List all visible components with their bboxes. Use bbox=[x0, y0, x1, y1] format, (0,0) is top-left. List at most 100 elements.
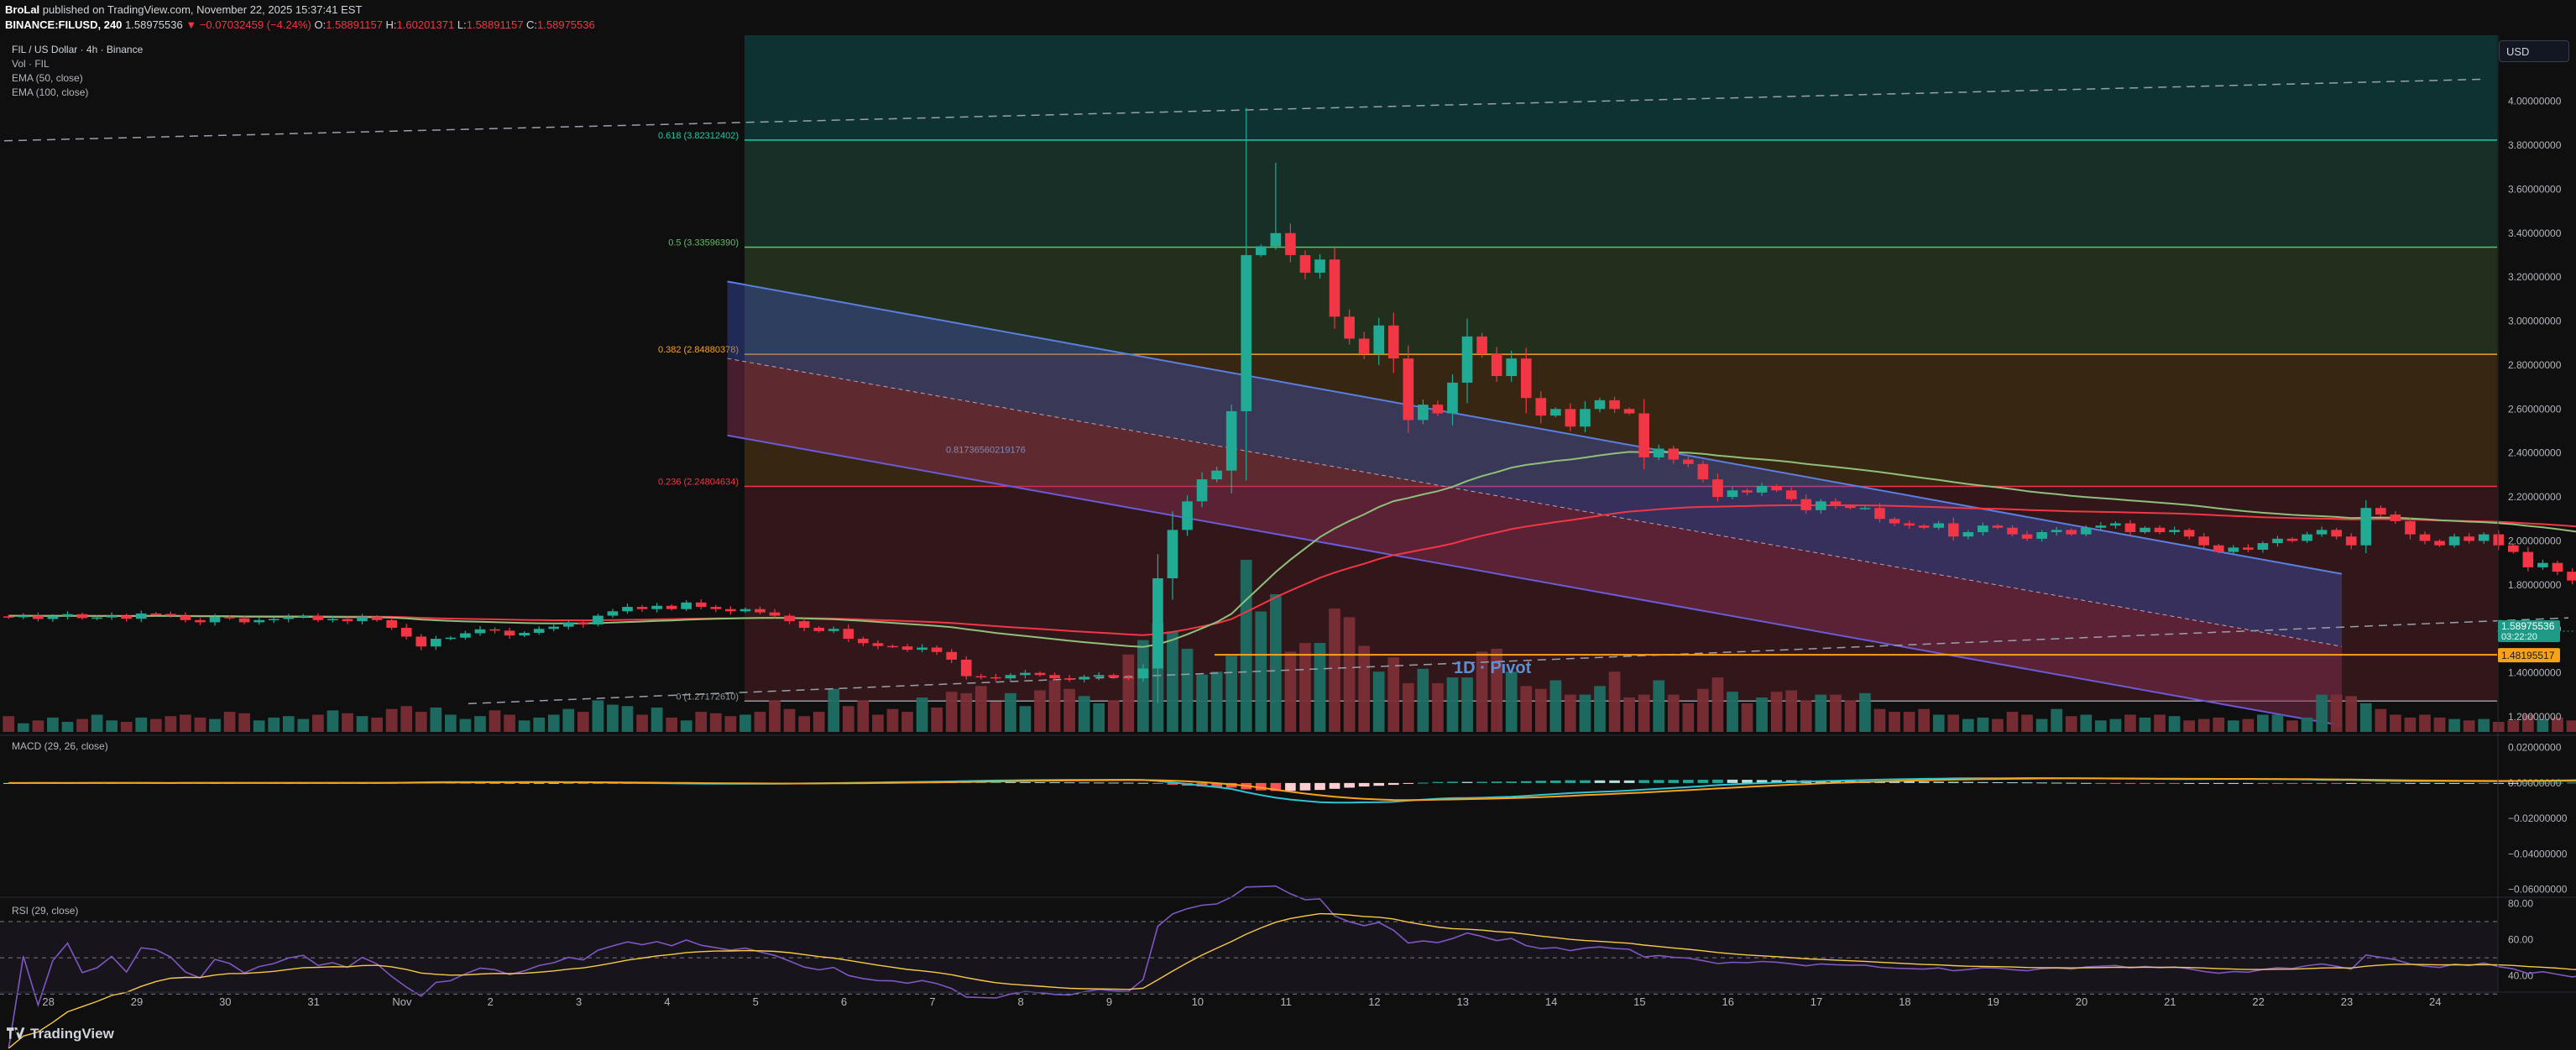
macd-histogram-bar bbox=[2493, 782, 2505, 784]
macd-histogram-bar bbox=[2066, 782, 2077, 784]
macd-histogram-bar bbox=[489, 782, 500, 784]
candle-body bbox=[1063, 678, 1075, 680]
candle-body bbox=[1756, 485, 1768, 493]
macd-histogram-bar bbox=[2140, 782, 2150, 784]
publisher-name[interactable]: BroLal bbox=[5, 3, 40, 16]
price-axis-tick: 1.80000000 bbox=[2508, 579, 2562, 591]
candle-body bbox=[2390, 515, 2401, 521]
volume-bar bbox=[1534, 688, 1547, 732]
volume-bar bbox=[1667, 694, 1680, 732]
candle-body bbox=[1742, 490, 1753, 493]
candle-body bbox=[1137, 668, 1149, 679]
candle-body bbox=[2375, 508, 2386, 515]
candle-body bbox=[1005, 675, 1016, 679]
volume-bar bbox=[547, 714, 560, 732]
volume-bar bbox=[2404, 717, 2417, 732]
volume-bar bbox=[415, 712, 427, 732]
macd-legend[interactable]: MACD (29, 26, close) bbox=[12, 740, 108, 752]
candle-body bbox=[1049, 675, 1060, 679]
tradingview-logo[interactable]: TradingView bbox=[7, 1026, 114, 1042]
main-legend: FIL / US Dollar · 4h · Binance Vol · FIL… bbox=[12, 43, 143, 100]
volume-bar bbox=[61, 722, 74, 732]
macd-histogram-bar bbox=[2478, 782, 2490, 784]
candle-body bbox=[2331, 530, 2342, 537]
close-label: C: bbox=[526, 18, 538, 31]
macd-histogram-bar bbox=[3, 782, 14, 784]
time-axis-tick: 31 bbox=[307, 995, 319, 1008]
volume-bar bbox=[400, 706, 413, 732]
candle-body bbox=[858, 639, 869, 644]
legend-volume[interactable]: Vol · FIL bbox=[12, 58, 50, 70]
rsi-axis-tick: 60.00 bbox=[2508, 934, 2533, 946]
volume-bar bbox=[2035, 718, 2048, 732]
volume-bar bbox=[828, 688, 840, 732]
macd-histogram-bar bbox=[1358, 782, 1370, 787]
candle-body bbox=[710, 607, 722, 609]
candle-body bbox=[1771, 485, 1782, 491]
candle-body bbox=[504, 630, 515, 636]
fib-level-label: 0.236 (2.24804634) bbox=[658, 478, 739, 488]
volume-bar bbox=[695, 712, 708, 732]
candle-body bbox=[562, 622, 574, 627]
volume-bar bbox=[1122, 654, 1135, 732]
legend-ema100[interactable]: EMA (100, close) bbox=[12, 86, 89, 98]
volume-bar bbox=[1697, 688, 1709, 732]
candle-body bbox=[224, 616, 235, 619]
legend-ema50[interactable]: EMA (50, close) bbox=[12, 72, 83, 84]
candle-body bbox=[1152, 578, 1163, 669]
pivot-price-tag bbox=[2498, 648, 2560, 663]
candle-body bbox=[2243, 547, 2254, 550]
macd-histogram-bar bbox=[1904, 781, 1915, 783]
volume-bar bbox=[1682, 703, 1695, 732]
macd-histogram-bar bbox=[1962, 781, 1974, 783]
candle-body bbox=[1093, 675, 1105, 677]
price-axis-tick: 3.80000000 bbox=[2508, 139, 2562, 151]
macd-axis-tick: −0.04000000 bbox=[2508, 848, 2568, 859]
candle-body bbox=[593, 615, 604, 625]
volume-bar bbox=[2197, 718, 2210, 732]
volume-bar bbox=[680, 720, 692, 732]
volume-bar bbox=[1107, 700, 1120, 732]
candle-body bbox=[636, 607, 648, 609]
volume-bar bbox=[2463, 720, 2475, 732]
macd-histogram-bar bbox=[2051, 782, 2062, 784]
time-axis-tick: 19 bbox=[1987, 995, 1999, 1008]
volume-bar bbox=[739, 714, 751, 732]
volume-bar bbox=[1992, 718, 2004, 732]
volume-bar bbox=[1800, 700, 1812, 732]
candle-body bbox=[2007, 527, 2018, 535]
candle-body bbox=[2021, 534, 2033, 539]
currency-unit-selector[interactable]: USD bbox=[2499, 40, 2569, 62]
macd-histogram-bar bbox=[1889, 781, 1900, 783]
time-axis-tick: Nov bbox=[392, 995, 412, 1008]
macd-histogram-bar bbox=[2331, 782, 2342, 784]
volume-bar bbox=[371, 717, 383, 732]
volume-bar bbox=[106, 720, 118, 732]
volume-bar bbox=[91, 714, 103, 732]
macd-histogram-bar bbox=[2345, 782, 2357, 784]
volume-bar bbox=[1962, 718, 1974, 732]
volume-bar bbox=[1977, 717, 1989, 732]
candle-body bbox=[725, 609, 736, 612]
trend-lines[interactable]: 1D · Pivot bbox=[3, 78, 2569, 705]
candle-body bbox=[1697, 463, 1709, 480]
volume-bar bbox=[1078, 696, 1090, 732]
channel-lower-fill bbox=[727, 358, 2342, 726]
macd-pane: 0.020000000.00000000−0.02000000−0.040000… bbox=[3, 742, 2576, 896]
macd-histogram-bar bbox=[2169, 782, 2180, 784]
pivot-price-label: 1.48195517 bbox=[2501, 650, 2555, 661]
macd-histogram-bar bbox=[2522, 782, 2534, 784]
volume-bar bbox=[2537, 718, 2549, 732]
candle-body bbox=[828, 629, 839, 631]
volume-bar bbox=[1343, 617, 1356, 732]
macd-histogram-bar bbox=[1594, 780, 1606, 783]
fib-retracement[interactable]: 0.618 (3.82312402) 0.5 (3.33596390) 0.382 … bbox=[658, 35, 2497, 702]
candle-body bbox=[1785, 490, 1797, 499]
candle-body bbox=[1845, 505, 1856, 509]
candle-body bbox=[1196, 479, 1208, 502]
candle-body bbox=[946, 651, 957, 660]
candle-body bbox=[1299, 254, 1311, 273]
rsi-legend[interactable]: RSI (29, close) bbox=[12, 905, 79, 917]
volume-bar bbox=[17, 723, 29, 732]
